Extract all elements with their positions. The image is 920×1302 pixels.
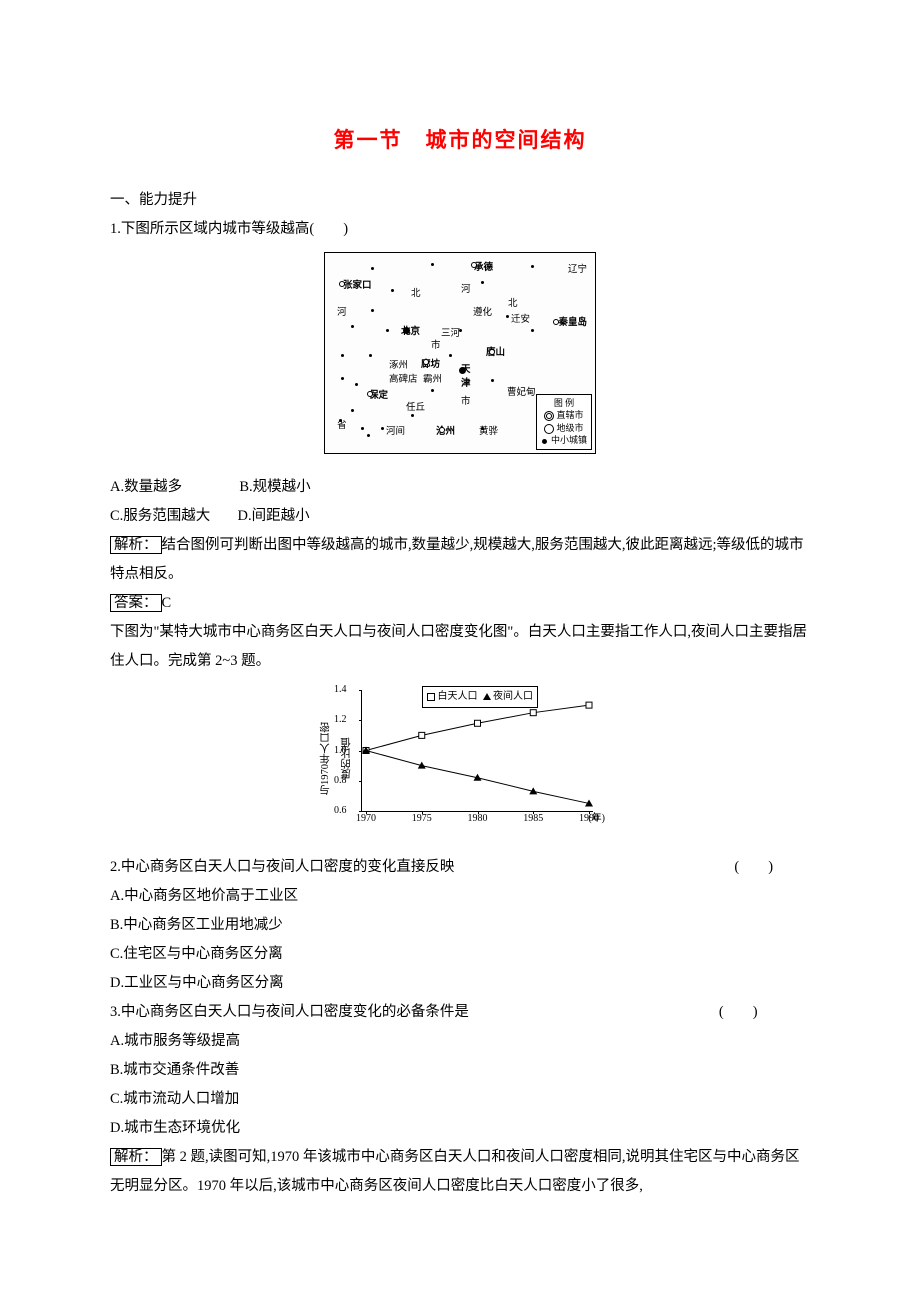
chart-figure: 与1970年人口密度的比值 白天人口 夜间人口 (年) 0.60.81.01.2…: [110, 684, 810, 845]
map-bazhou: 霸州: [423, 371, 442, 390]
chart-svg: [362, 690, 593, 811]
q2-stem: 2.中心商务区白天人口与夜间人口密度的变化直接反映: [110, 859, 454, 875]
map-qhd: 秦皇岛: [558, 314, 587, 333]
legend-item-3: 中小城镇: [551, 435, 587, 445]
q3-opt-b: B.城市交通条件改善: [110, 1056, 810, 1085]
map-he2: 河: [337, 304, 347, 323]
document-title: 第一节 城市的空间结构: [110, 120, 810, 162]
map-bei1: 北: [411, 285, 421, 304]
map-baoding: 保定: [369, 387, 388, 406]
q2-stem-line: 2.中心商务区白天人口与夜间人口密度的变化直接反映 ( ): [110, 853, 810, 882]
q3-blank: ( ): [719, 1004, 758, 1020]
q3-opt-c: C.城市流动人口增加: [110, 1085, 810, 1114]
q1-opt-d: D.间距越小: [238, 508, 310, 524]
q1-opt-a: A.数量越多: [110, 479, 182, 495]
q1-analysis-text: 结合图例可判断出图中等级越高的城市,数量越少,规模越大,服务范围越大,彼此距离越…: [110, 537, 804, 582]
map-figure: 承德 辽宁 张家口 河 北 河 北 遵化 迁安 秦皇岛 北京 三河 唐山 市 涿…: [110, 252, 810, 465]
map-cangzhou: 沧州: [436, 423, 455, 442]
q1-answer-text: C: [162, 595, 172, 611]
map-huanghua: 黄骅: [479, 423, 498, 442]
q1-options: A.数量越多 B.规模越小 C.服务范围越大 D.间距越小: [110, 473, 810, 531]
map-shi2: 市: [461, 393, 471, 412]
map-hejian: 河间: [386, 423, 405, 442]
section-heading: 一、能力提升: [110, 186, 810, 215]
page: 第一节 城市的空间结构 一、能力提升 1.下图所示区域内城市等级越高( ) 承德…: [0, 0, 920, 1261]
map-zunhua: 遵化: [473, 304, 492, 323]
map-cfd: 曹妃甸: [507, 384, 536, 403]
q1-stem: 1.下图所示区域内城市等级越高( ): [110, 215, 810, 244]
map-sanhe: 三河: [441, 325, 460, 344]
analysis-label: 解析：: [110, 536, 162, 554]
q2-opt-a: A.中心商务区地价高于工业区: [110, 882, 810, 911]
legend-title: 图 例: [541, 397, 587, 410]
q3-opt-a: A.城市服务等级提高: [110, 1027, 810, 1056]
q2-opt-b: B.中心商务区工业用地减少: [110, 911, 810, 940]
map-city-chengde: 承德: [474, 259, 493, 278]
analysis23-label: 解析：: [110, 1148, 162, 1166]
map-jin: 津: [461, 375, 471, 394]
legend-item-1: 直辖市: [556, 410, 583, 420]
q23-intro: 下图为"某特大城市中心商务区白天人口与夜间人口密度变化图"。白天人口主要指工作人…: [110, 618, 810, 676]
q1-opt-c: C.服务范围越大: [110, 508, 210, 524]
q3-stem-line: 3.中心商务区白天人口与夜间人口密度变化的必备条件是 ( ): [110, 998, 810, 1027]
map-shi: 市: [431, 337, 441, 356]
map-box: 承德 辽宁 张家口 河 北 河 北 遵化 迁安 秦皇岛 北京 三河 唐山 市 涿…: [324, 252, 596, 454]
chart-plot: 白天人口 夜间人口 (年) 0.60.81.01.21.419701975198…: [361, 690, 593, 812]
map-renqiu: 任丘: [406, 399, 425, 418]
map-legend: 图 例 直辖市 地级市 中小城镇: [536, 394, 592, 450]
chart-box: 与1970年人口密度的比值 白天人口 夜间人口 (年) 0.60.81.01.2…: [315, 684, 605, 834]
q2-opt-c: C.住宅区与中心商务区分离: [110, 940, 810, 969]
map-prov-liao: 辽宁: [568, 261, 587, 280]
map-qianan: 迁安: [511, 311, 530, 330]
map-he1: 河: [461, 281, 471, 300]
q3-stem: 3.中心商务区白天人口与夜间人口密度变化的必备条件是: [110, 1004, 469, 1020]
map-city-zjk: 张家口: [343, 277, 372, 296]
legend-item-2: 地级市: [556, 423, 583, 433]
q2-blank: ( ): [734, 859, 773, 875]
q1-analysis: 解析：结合图例可判断出图中等级越高的城市,数量越少,规模越大,服务范围越大,彼此…: [110, 531, 810, 589]
answer-label: 答案：: [110, 594, 162, 612]
q2-opt-d: D.工业区与中心商务区分离: [110, 969, 810, 998]
q23-analysis: 解析：第 2 题,读图可知,1970 年该城市中心商务区白天人口和夜间人口密度相…: [110, 1143, 810, 1201]
map-gbd: 高碑店: [389, 371, 418, 390]
q3-opt-d: D.城市生态环境优化: [110, 1114, 810, 1143]
q1-answer: 答案：C: [110, 589, 810, 618]
q1-opt-b: B.规模越小: [239, 479, 310, 495]
analysis23-text: 第 2 题,读图可知,1970 年该城市中心商务区白天人口和夜间人口密度相同,说…: [110, 1149, 800, 1194]
